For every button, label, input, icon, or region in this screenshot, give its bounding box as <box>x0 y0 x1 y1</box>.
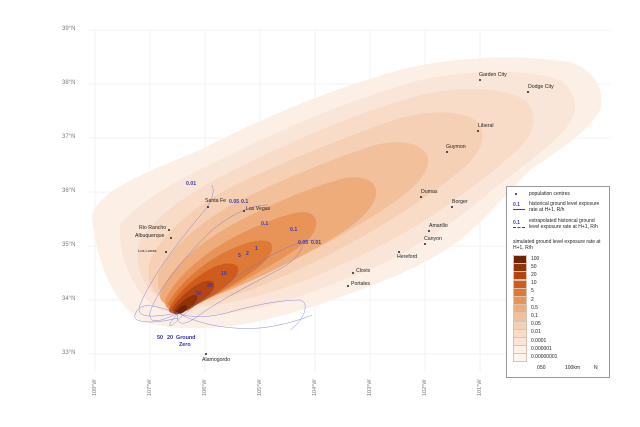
city-marker <box>205 353 207 355</box>
lat-label: 34°N <box>62 296 76 302</box>
contour-label: 0.05 <box>229 199 240 205</box>
lon-label: 104°W <box>312 379 318 396</box>
city-marker <box>420 196 422 198</box>
city-label-los-lunas: Los Lunas <box>138 248 157 253</box>
city-label-clovis: Clovis <box>356 268 371 274</box>
lat-label: 36°N <box>62 188 76 194</box>
contour-label: 5 <box>238 253 241 259</box>
city-label-portales: Portales <box>351 281 371 287</box>
contour-label: 2 <box>246 251 249 257</box>
city-marker <box>347 285 349 287</box>
city-label-liberal: Liberal <box>478 123 494 129</box>
city-label-dodge-city: Dodge City <box>528 84 554 90</box>
lat-label: 37°N <box>62 134 76 140</box>
lat-label: 38°N <box>62 80 76 86</box>
legend-value: 20 <box>531 271 537 278</box>
lat-label: 33°N <box>62 350 76 356</box>
legend-value: 2 <box>531 296 534 303</box>
city-marker <box>168 229 170 231</box>
legend-value: 0.000001 <box>531 345 552 352</box>
contour-label: 50 <box>196 291 202 297</box>
lon-label: 105°W <box>257 379 263 396</box>
scale-label: 0 <box>537 365 540 371</box>
legend-swatch <box>513 353 527 363</box>
city-label-amarillo: Amarillo <box>429 223 448 229</box>
legend-value: 0.00000001 <box>531 353 558 360</box>
ground-zero-label-2: Zero <box>179 342 191 348</box>
legend-value: 0.1 <box>531 312 538 319</box>
legend-value: 50 <box>531 263 537 270</box>
legend-simulated-text: simulated ground level exposure rate at … <box>513 239 601 251</box>
plume-layer-12 <box>176 305 188 314</box>
historical-contours <box>134 184 317 331</box>
legend-population: population centres <box>529 191 570 197</box>
city-label-hereford: Hereford <box>397 254 418 260</box>
lon-label: 103°W <box>367 379 373 396</box>
legend-value: 0.0001 <box>531 337 547 344</box>
city-label-santa-fe: Santa Fe <box>205 198 227 204</box>
city-label-rio-rancho: Rio Rancho <box>139 225 167 231</box>
population-icon <box>515 193 517 195</box>
plume <box>92 57 602 329</box>
city-label-guymon: Guymon <box>446 144 466 150</box>
legend-value: 100 <box>531 255 540 262</box>
lat-label: 35°N <box>62 242 76 248</box>
legend-historical-key: 0.1 <box>513 202 520 208</box>
legend-historical-text: historical ground level exposure rate at… <box>529 201 600 213</box>
legend-value: 5 <box>531 288 534 295</box>
city-marker <box>479 79 481 81</box>
city-marker <box>527 91 529 93</box>
legend-value: 0.5 <box>531 304 538 311</box>
city-marker <box>451 206 453 208</box>
contour-label: 0.1 <box>241 199 249 205</box>
city-marker <box>446 151 448 153</box>
lon-label: 102°W <box>422 379 428 396</box>
extrapolated-line-icon <box>513 227 525 228</box>
city-marker <box>428 230 430 232</box>
contour-label: 10 <box>221 271 227 277</box>
lon-label: 101°W <box>477 379 483 396</box>
legend: population centres 0.1 historical ground… <box>506 186 610 378</box>
city-marker <box>352 272 354 274</box>
city-label-borger: Borger <box>452 199 468 205</box>
legend-extrapolated-text: extrapolated historical ground level exp… <box>529 218 599 230</box>
city-label-canyon: Canyon <box>424 236 442 242</box>
contour-label: 20 <box>207 283 213 289</box>
north-label: N <box>594 365 598 371</box>
contour-label: 0.1 <box>261 221 269 227</box>
contour-label: 0.1 <box>290 227 298 233</box>
city-marker <box>165 251 167 253</box>
lon-label: 106°W <box>202 379 208 396</box>
city-marker <box>424 243 426 245</box>
ground-zero-label-1: Ground <box>176 335 196 341</box>
city-label-dumas: Dumas <box>421 189 438 195</box>
city-label-las-vegas: Las Vegas <box>246 206 271 212</box>
city-marker <box>398 251 400 253</box>
gz-contour-label: 20 <box>167 335 173 341</box>
contour-label: 1 <box>255 246 258 252</box>
scale-label: 50 <box>540 365 546 371</box>
lon-label: 108°W <box>92 379 98 396</box>
legend-value: 0.05 <box>531 321 541 328</box>
legend-extrapolated-key: 0.1 <box>513 220 520 226</box>
city-label-alamogordo: Alamogordo <box>202 357 230 363</box>
city-marker <box>207 206 209 208</box>
historical-line-icon <box>513 209 525 210</box>
city-label-garden-city: Garden City <box>479 72 507 78</box>
lon-label: 107°W <box>147 379 153 396</box>
contour-label: 0.01 <box>186 181 197 187</box>
city-marker <box>170 237 172 239</box>
city-label-albuquerque: Albuquerque <box>135 233 165 239</box>
contour-label: 0.01 <box>311 240 322 246</box>
legend-value: 10 <box>531 280 537 287</box>
legend-value: 0.01 <box>531 329 541 336</box>
contour-label: 0.05 <box>298 240 309 246</box>
city-marker <box>243 210 245 212</box>
lat-label: 39°N <box>62 26 76 32</box>
scale-label: 100km <box>565 365 581 371</box>
city-marker <box>477 130 479 132</box>
gz-contour-label: 50 <box>157 335 163 341</box>
